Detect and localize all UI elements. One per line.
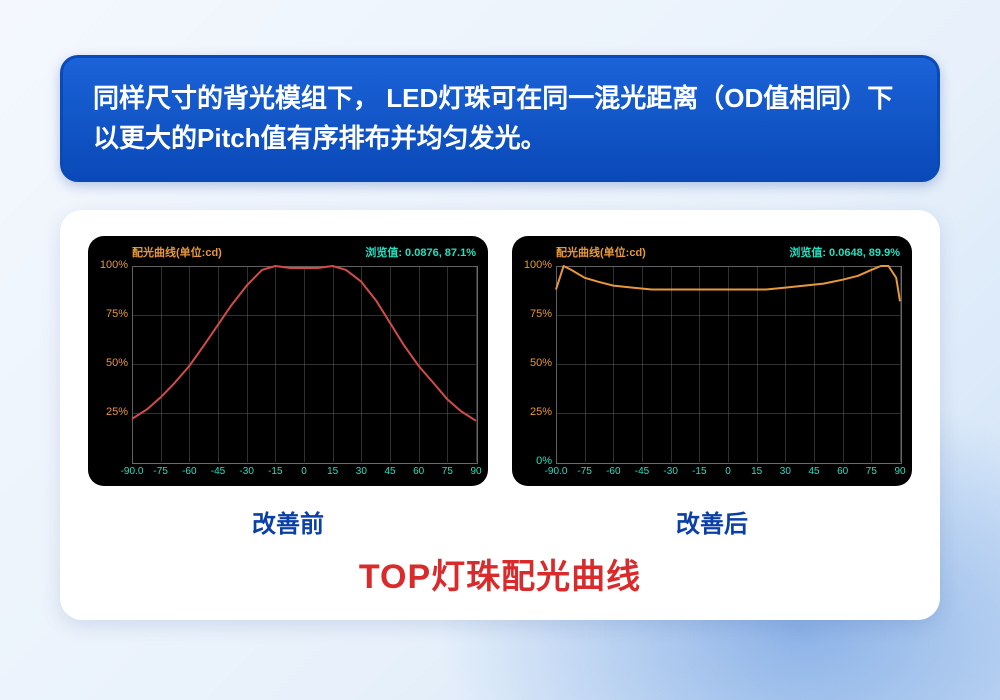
chart-after: 配光曲线(单位:cd)浏览值: 0.0648, 89.9%25%50%75%10… — [512, 236, 912, 486]
banner-text: 同样尺寸的背光模组下， LED灯珠可在同一混光距离（OD值相同）下以更大的Pit… — [93, 83, 893, 153]
chart-after-tile: 配光曲线(单位:cd)浏览值: 0.0648, 89.9%25%50%75%10… — [512, 236, 912, 539]
chart-after-caption: 改善后 — [676, 504, 748, 539]
main-title: TOP灯珠配光曲线 — [88, 549, 912, 598]
charts-panel: 配光曲线(单位:cd)浏览值: 0.0876, 87.1%25%50%75%10… — [60, 210, 940, 620]
curve-path — [132, 266, 476, 421]
chart-before-caption: 改善前 — [252, 504, 324, 539]
chart-before-tile: 配光曲线(单位:cd)浏览值: 0.0876, 87.1%25%50%75%10… — [88, 236, 488, 539]
charts-row: 配光曲线(单位:cd)浏览值: 0.0876, 87.1%25%50%75%10… — [88, 236, 912, 539]
curve-path — [556, 266, 900, 301]
chart-before: 配光曲线(单位:cd)浏览值: 0.0876, 87.1%25%50%75%10… — [88, 236, 488, 486]
curve-svg — [88, 236, 488, 486]
curve-svg — [512, 236, 912, 486]
info-banner: 同样尺寸的背光模组下， LED灯珠可在同一混光距离（OD值相同）下以更大的Pit… — [60, 55, 940, 182]
